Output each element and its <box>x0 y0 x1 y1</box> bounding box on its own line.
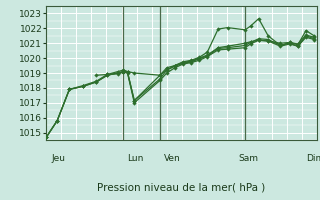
Text: Ven: Ven <box>164 154 181 163</box>
Text: Sam: Sam <box>238 154 258 163</box>
Text: Dim: Dim <box>306 154 320 163</box>
Text: Pression niveau de la mer( hPa ): Pression niveau de la mer( hPa ) <box>98 182 266 192</box>
Text: Jeu: Jeu <box>52 154 66 163</box>
Text: Lun: Lun <box>127 154 144 163</box>
